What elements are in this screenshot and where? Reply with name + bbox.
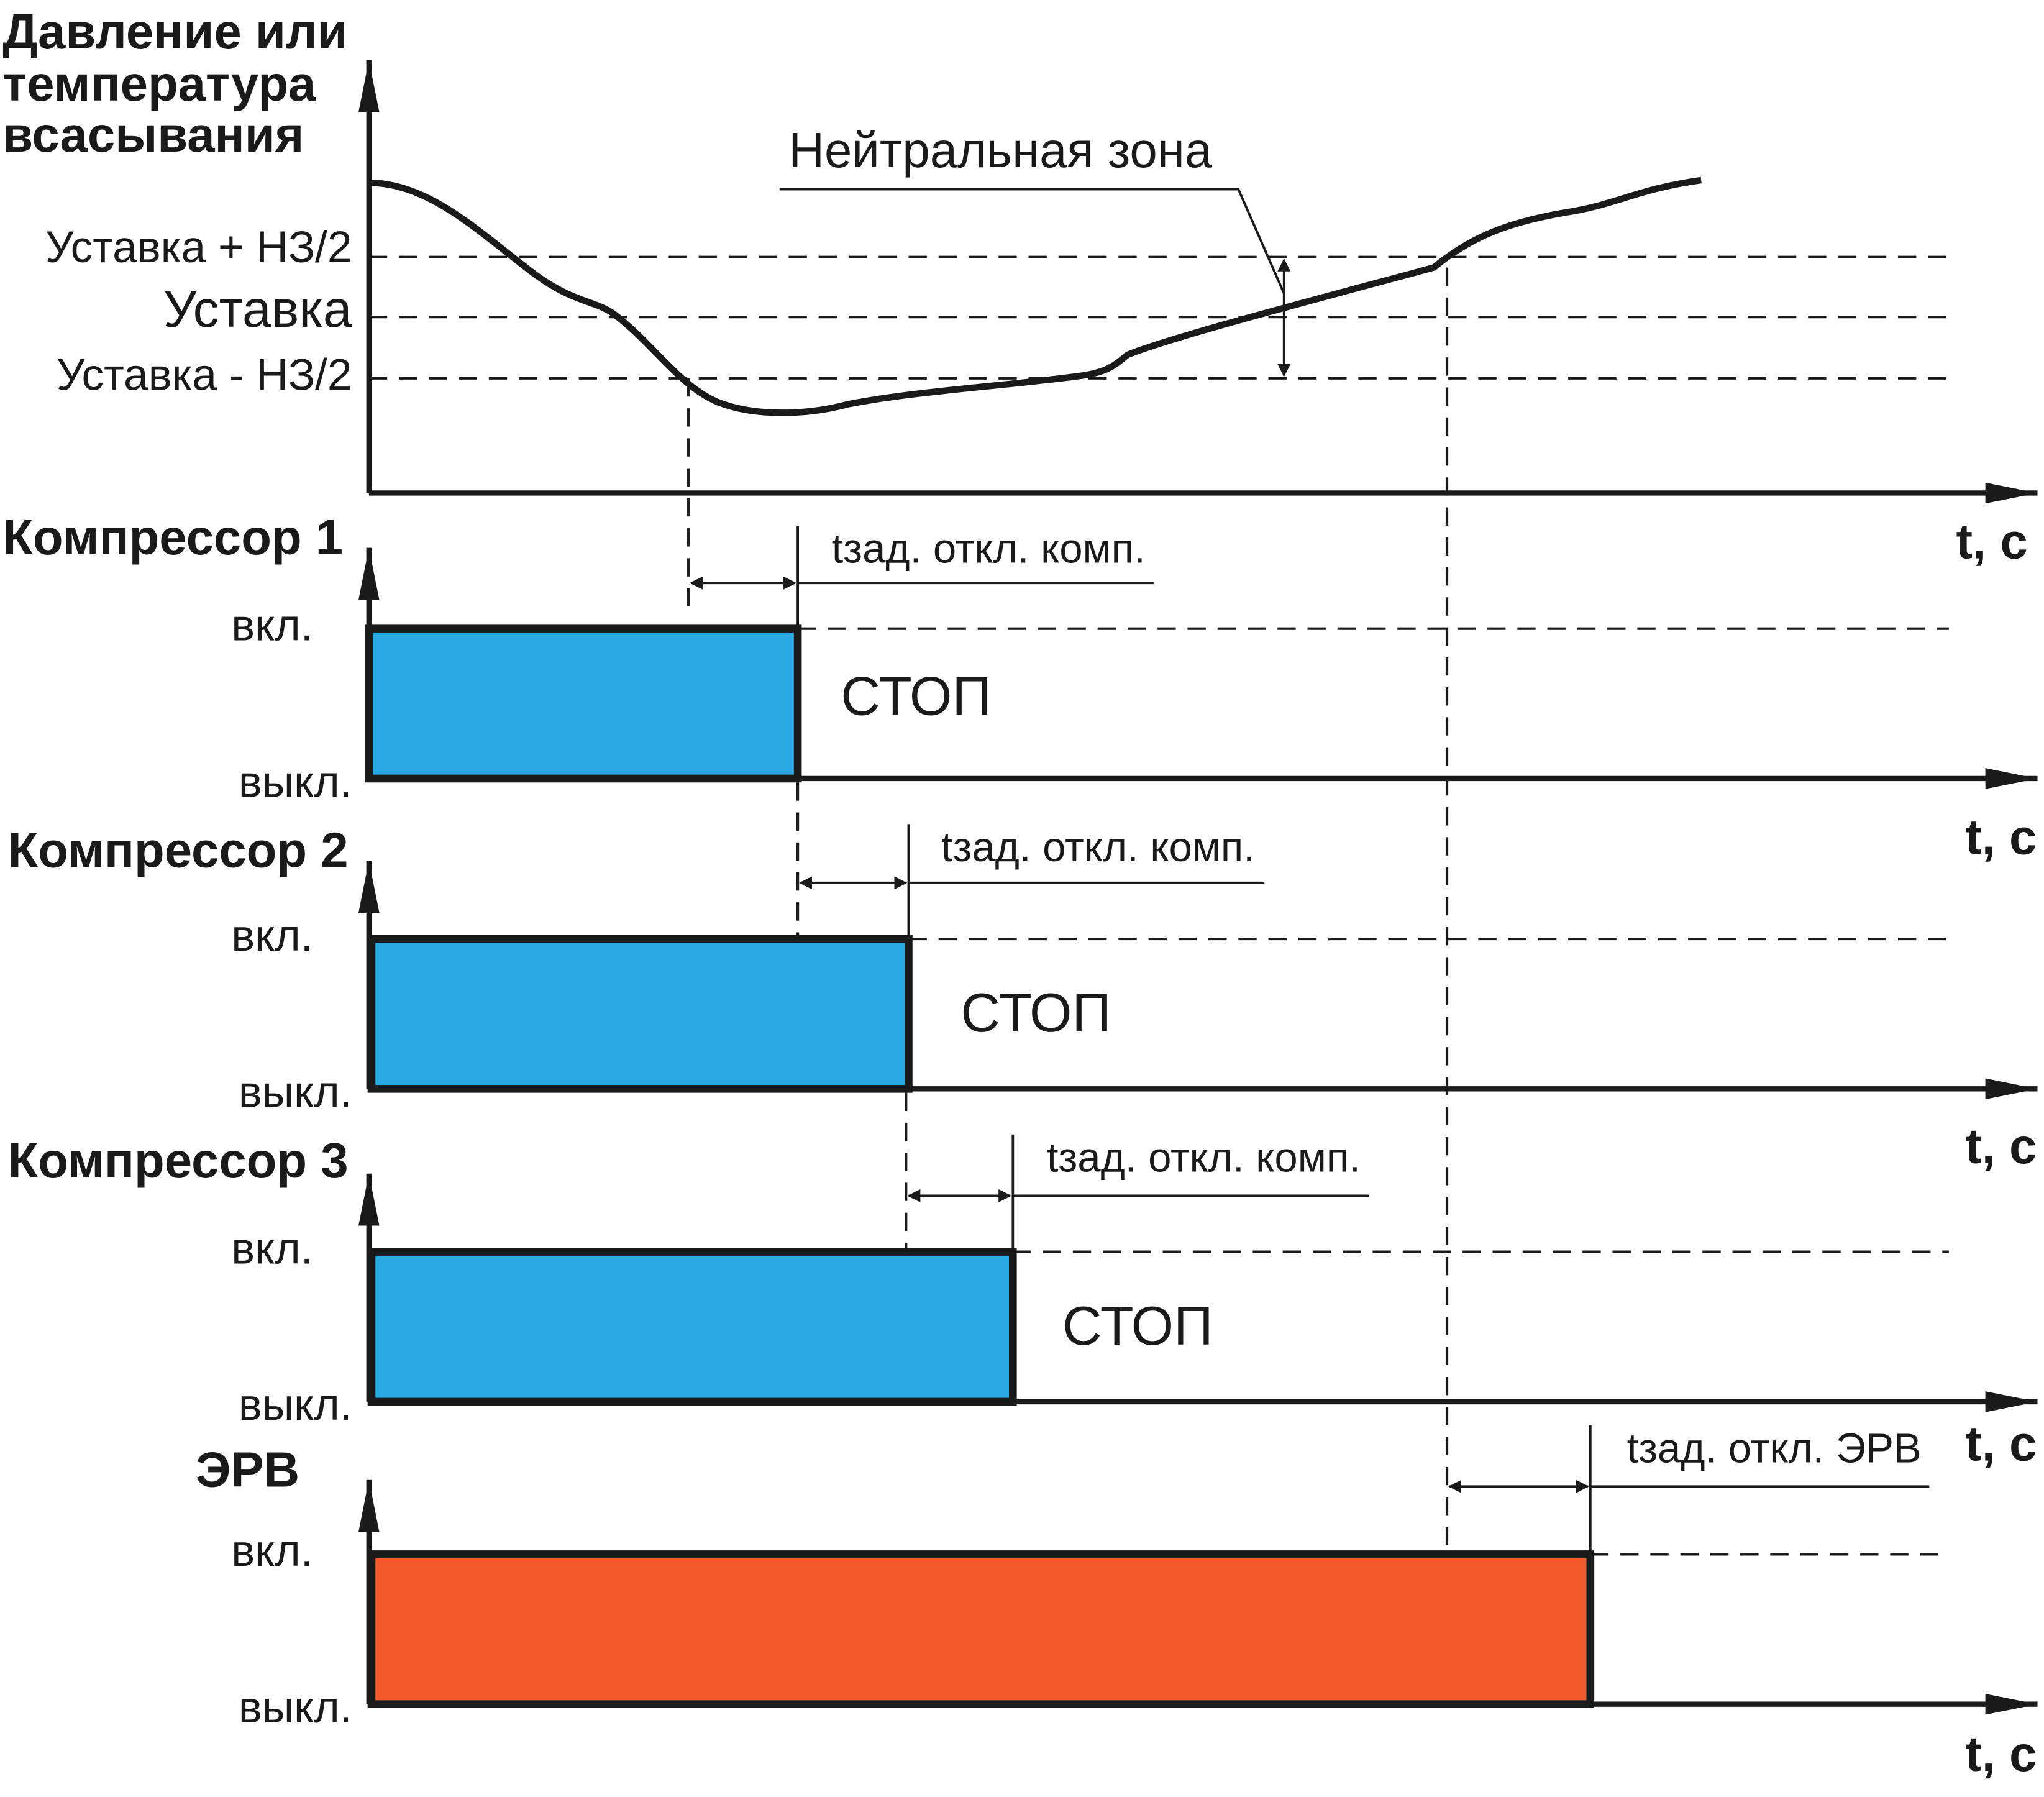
- channel-title: Компрессор 2: [8, 823, 349, 878]
- y-label: Давление или: [2, 4, 347, 59]
- on-label: вкл.: [231, 1223, 313, 1273]
- level-label: Уставка: [163, 280, 352, 338]
- off-label: выкл.: [239, 1068, 352, 1117]
- on-label: вкл.: [231, 601, 313, 651]
- delay-label: tзад. откл. комп.: [832, 526, 1146, 572]
- level-label: Уставка + НЗ/2: [45, 222, 352, 272]
- x-label: t, с: [1965, 1726, 2037, 1781]
- x-label: t, с: [1965, 1415, 2037, 1471]
- channel-title: Компрессор 3: [8, 1133, 349, 1188]
- channel-title: ЭРВ: [196, 1442, 299, 1497]
- on-label: вкл.: [231, 911, 313, 961]
- x-label: t, с: [1965, 1118, 2037, 1174]
- state-bar: [365, 624, 802, 783]
- leader-line: [779, 188, 1285, 295]
- x-label: t, с: [1956, 513, 2027, 569]
- on-label: вкл.: [231, 1526, 313, 1576]
- off-label: выкл.: [239, 757, 352, 807]
- state-label: СТОП: [960, 982, 1111, 1043]
- delay-label: tзад. откл. комп.: [941, 824, 1255, 871]
- x-label: t, с: [1965, 810, 2037, 865]
- channel-title: Компрессор 1: [2, 510, 343, 565]
- y-label: температура: [2, 56, 316, 111]
- state-bar: [367, 935, 913, 1093]
- state-label: СТОП: [841, 665, 991, 726]
- y-label: всасывания: [2, 107, 304, 162]
- state-bar: [367, 1248, 1017, 1406]
- off-label: выкл.: [239, 1380, 352, 1430]
- delay-label: tзад. откл. комп.: [1047, 1134, 1361, 1181]
- zone-label: Нейтральная зона: [788, 122, 1212, 178]
- state-bar: [367, 1550, 1595, 1708]
- level-label: Уставка - НЗ/2: [57, 350, 352, 400]
- signal-curve: [368, 176, 1702, 416]
- state-label: СТОП: [1062, 1295, 1213, 1356]
- delay-label: tзад. откл. ЭРВ: [1627, 1425, 1922, 1471]
- off-label: выкл.: [239, 1683, 352, 1732]
